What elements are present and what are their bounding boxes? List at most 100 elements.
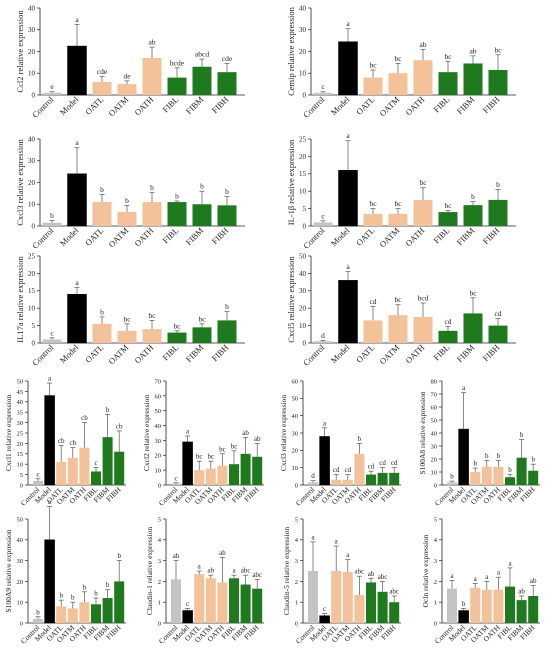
bar-fibl	[366, 582, 376, 623]
significance-letter: cb	[69, 439, 76, 447]
bar-oatm	[67, 608, 78, 623]
bar-oatm	[388, 73, 408, 95]
bar-fibl	[438, 72, 458, 95]
significance-letter: bc	[394, 295, 402, 304]
significance-letter: a	[232, 567, 236, 575]
x-tick-label: Model	[58, 94, 81, 117]
significance-letter: a	[346, 551, 350, 559]
significance-letter: a	[198, 563, 202, 571]
y-tick-label: 30	[28, 157, 36, 165]
y-axis-label: Cxcl3 relative expression	[15, 139, 25, 226]
significance-letter: a	[48, 375, 52, 383]
significance-letter: ab	[173, 552, 180, 560]
y-tick-label: 10	[431, 469, 438, 476]
y-tick-label: 40	[17, 537, 24, 544]
y-tick-label: 0	[32, 222, 36, 230]
bar-fibh	[217, 205, 237, 226]
y-tick-label: 40	[299, 270, 307, 278]
x-tick-label: Model	[329, 94, 352, 117]
significance-letter: ab	[254, 435, 261, 443]
bar-oatl	[363, 320, 383, 343]
chart-panel-10: 0 10 20 30 40 50 60 70 80 S100A8 relative express…	[418, 378, 540, 508]
significance-letter: b	[100, 185, 104, 194]
y-tick-label: 70	[155, 378, 162, 385]
bar-fibm	[192, 66, 212, 95]
y-tick-label: 0	[434, 620, 437, 627]
significance-letter: d	[321, 331, 325, 340]
x-tick-label: OATH	[132, 225, 155, 248]
y-axis-label: Cxcl3 relative expression	[279, 395, 288, 471]
bar-fibh	[528, 595, 539, 623]
significance-letter: bcde	[170, 58, 185, 67]
significance-letter: d	[311, 472, 315, 480]
y-tick-label: 30	[28, 26, 36, 34]
significance-letter: b	[473, 460, 477, 468]
x-tick-label: OATM	[106, 342, 130, 366]
x-tick-label: FIBL	[160, 94, 180, 114]
x-tick-label: OATH	[132, 94, 155, 117]
bar-fibh	[217, 72, 237, 95]
y-axis-label: IL17a relative expression	[15, 256, 25, 343]
y-tick-label: 10	[17, 600, 24, 607]
significance-letter: ab	[242, 429, 249, 437]
bar-oath	[217, 582, 228, 623]
y-tick-label: 10	[28, 305, 36, 313]
significance-letter: c	[321, 82, 325, 91]
significance-letter: b	[117, 552, 121, 560]
bar-fibm	[102, 437, 113, 485]
significance-letter: bc	[173, 321, 181, 330]
y-tick-label: 2	[158, 579, 161, 586]
y-tick-label: 1	[434, 600, 437, 607]
bar-fibh	[217, 320, 237, 343]
significance-letter: a	[186, 427, 190, 435]
y-tick-label: 20	[28, 179, 36, 187]
bar-oatm	[117, 84, 137, 95]
significance-letter: abcd	[195, 50, 209, 59]
y-tick-label: 0	[158, 482, 161, 489]
significance-letter: b	[485, 452, 489, 460]
y-tick-label: 2	[434, 579, 437, 586]
bar-fibl	[505, 586, 515, 623]
x-tick-label: FIBL	[160, 225, 180, 245]
bar-model	[458, 428, 469, 486]
x-tick-label: Model	[58, 225, 81, 248]
bar-fibm	[516, 600, 527, 623]
significance-letter: c	[186, 600, 189, 608]
x-tick-label: FIBH	[481, 225, 502, 246]
y-tick-label: 35	[17, 410, 24, 417]
bar-model	[338, 41, 358, 96]
significance-letter: ab	[219, 549, 226, 557]
significance-letter: a	[485, 573, 489, 581]
y-tick-label: 30	[299, 287, 307, 295]
bar-model	[67, 294, 87, 344]
y-tick-label: 1	[158, 600, 161, 607]
significance-letter: bc	[219, 445, 226, 453]
chart-panel-8: 0 10 20 30 40 50 60 70 Cxcl2 relative expression…	[142, 378, 264, 508]
x-tick-label: FIBH	[210, 225, 231, 246]
significance-letter: a	[497, 569, 501, 577]
bar-model	[458, 610, 469, 624]
bar-oatl	[194, 470, 205, 485]
x-tick-label: OATH	[403, 225, 426, 248]
bar-fibl	[366, 474, 376, 485]
bar-oath	[142, 329, 162, 343]
bar-fibh	[252, 588, 263, 623]
x-tick-label: FIBH	[481, 342, 502, 363]
bar-control	[308, 482, 318, 485]
significance-letter: ab	[148, 38, 155, 47]
y-tick-label: 50	[299, 252, 307, 260]
bar-control	[33, 618, 43, 623]
bar-control	[313, 222, 333, 226]
y-tick-label: 20	[28, 48, 36, 56]
chart-panel-7: 0 5 10 15 20 25 30 35 40 45 50 Cxcl1 relative expre…	[4, 375, 126, 508]
significance-letter: abc	[241, 567, 251, 575]
bar-oatm	[117, 211, 137, 226]
bar-oath	[354, 453, 365, 485]
y-tick-label: 3	[295, 558, 298, 565]
significance-letter: cd	[368, 463, 375, 471]
bar-fibm	[192, 204, 212, 226]
significance-letter: a	[474, 575, 478, 583]
y-tick-label: 15	[17, 451, 24, 458]
